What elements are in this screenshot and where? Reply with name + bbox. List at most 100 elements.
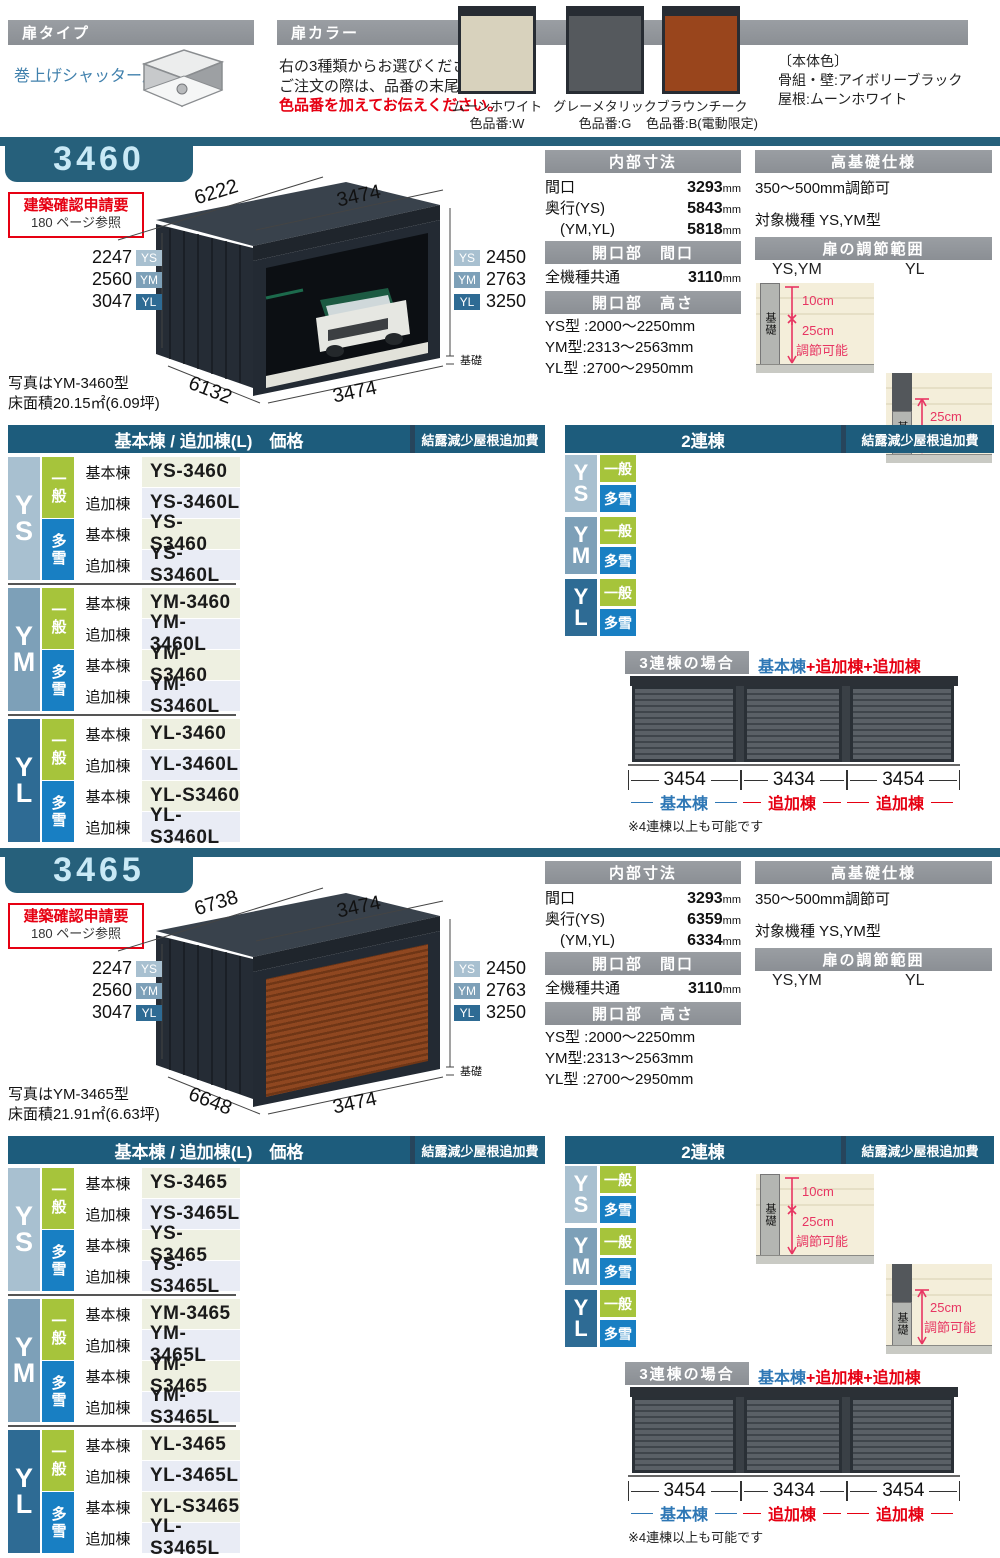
triplex-header: 3連棟の場合 [625, 651, 749, 674]
header-separator [841, 1136, 846, 1164]
unit-type-label: 追加棟 [76, 550, 140, 580]
dim-unit: mm [722, 204, 741, 216]
dim-label: 全機種共通 [545, 269, 621, 286]
dim-value: 5818 [687, 221, 723, 238]
swatch-moon-white [458, 6, 536, 94]
unit-type-label: 基本棟 [76, 650, 140, 680]
triplex-dim: 3454 [877, 769, 930, 791]
unit-type-label: 基本棟 [76, 588, 140, 618]
garage-diagram-3460: 6222 3474 6132 3474 2247 2560 3047 YS YM… [92, 175, 526, 406]
opening-width-header: 開口部 間口 [545, 241, 741, 264]
body-color-block: 〔本体色〕 骨組・壁:アイボリーブラック 屋根:ムーンホワイト [778, 52, 962, 109]
foundation-target: 対象機種 YS,YM型 [755, 212, 881, 229]
adjust-possible: 調節可能 [796, 343, 848, 358]
area-note: 床面積20.15㎡(6.09坪) [8, 395, 160, 412]
dim-label: (YM,YL) [545, 221, 616, 238]
dim-unit: mm [722, 894, 741, 906]
adjust-possible: 調節可能 [796, 1234, 848, 1249]
unit-type-label: 基本棟 [76, 1430, 140, 1460]
door-type-name: 巻上げシャッター扉 [14, 68, 159, 85]
inner-dims-header: 内部寸法 [545, 150, 741, 173]
badge-general: 一般 [600, 1290, 636, 1317]
price-table-header: 基本棟 / 追加棟(L) 価格 [8, 1136, 410, 1164]
unit-type-label: 追加棟 [76, 488, 140, 518]
model-number: YS-S3460L [142, 543, 240, 586]
model-number: YL-3465 [142, 1430, 240, 1460]
duplex-header: 2連棟 [565, 1136, 841, 1164]
duplex-table-3460: Y S 一般 多雪 Y M 一般 多雪 Y L 一般 多雪 [565, 455, 637, 641]
height-right-yl: 3250 [486, 291, 526, 311]
section-title-3465: 3465 [5, 848, 193, 893]
unit-type-label: 基本棟 [76, 1299, 140, 1329]
opening-height-ym: YM型:2313〜2563mm [545, 339, 694, 356]
dim-unit: mm [722, 915, 741, 927]
model-number: YS-3465L [142, 1199, 240, 1229]
unit-type-label: 追加棟 [76, 812, 140, 842]
badge-snow: 多雪 [600, 1196, 636, 1223]
duplex-group-yl: Y L 一般 多雪 [565, 579, 637, 636]
dim-value: 6359 [687, 911, 723, 928]
badge-snow: 多雪 [42, 519, 74, 580]
door-color-desc-2: ご注文の際は、品番の末尾に [279, 78, 475, 95]
adjust-label-ysym: YS,YM [772, 261, 822, 278]
dim-label: 間口 [545, 179, 576, 196]
dim-label: 奥行(YS) [545, 911, 606, 928]
door-type-header: 扉タイプ [8, 20, 254, 45]
inner-dim-row: 間口 3293mm [545, 176, 741, 197]
badge-general: 一般 [42, 457, 74, 518]
model-number: YS-S3465L [142, 1254, 240, 1297]
swatch-name: ムーンホワイト [451, 99, 543, 114]
garage-diagram-3465: 6738 3474 6648 3474 2247 2560 3047 YS YM… [92, 886, 526, 1117]
height-left-ym: 2560 [92, 269, 132, 289]
badge-snow: 多雪 [42, 1361, 74, 1422]
badge-snow: 多雪 [42, 650, 74, 711]
swatch-label-brown-teak: ブラウンチーク 色品番:B(電動限定) [617, 98, 787, 132]
badge-snow: 多雪 [42, 781, 74, 842]
height-left-ys: 2247 [92, 958, 132, 978]
door-adjust-range-header: 扉の調節範囲 [755, 237, 992, 260]
badge-snow: 多雪 [42, 1492, 74, 1553]
badge-snow: 多雪 [600, 485, 636, 512]
swatch-name: ブラウンチーク [656, 99, 748, 114]
swatch-code: 色品番:B(電動限定) [646, 116, 758, 131]
group-divider [8, 714, 236, 716]
dew-roof-fee-header: 結露減少屋根追加費 [846, 1136, 994, 1164]
swatch-gray-metallic [566, 6, 644, 94]
door-adjust-range-header: 扉の調節範囲 [755, 948, 992, 971]
adjust-10cm: 10cm [802, 1184, 834, 1199]
section-band [0, 137, 1000, 146]
adjust-figure-ysym: 基礎 10cm 25cm 調節可能 [756, 1174, 874, 1264]
model-number: YS-3465 [142, 1168, 240, 1198]
dim-unit: mm [722, 225, 741, 237]
price-group-ys: Y S 一般 多雪 基本棟 YS-3460 追加棟 YS-3460L 基本棟 YS-S3460 追加… [8, 457, 240, 586]
high-foundation-header: 高基礎仕様 [755, 150, 992, 173]
opening-height-ys: YS型 :2000〜2250mm [545, 318, 696, 335]
height-badge: YL [142, 295, 157, 309]
dim-unit: mm [722, 183, 741, 195]
triplex-label-base: 基本棟 [628, 1503, 740, 1524]
height-right-yl: 3250 [486, 1002, 526, 1022]
triplex-legend: 基本棟+追加棟+追加棟 [758, 1364, 921, 1388]
swatch-code: 色品番:W [469, 116, 525, 131]
unit-type-label: 基本棟 [76, 457, 140, 487]
duplex-header: 2連棟 [565, 425, 841, 453]
swatch-label-gray-metallic: グレーメタリック 色品番:G [531, 98, 679, 132]
group-divider [8, 583, 236, 585]
model-number: YL-S3465L [142, 1516, 240, 1558]
triplex-label-add: 追加棟 [844, 1503, 956, 1524]
adjust-figure-ysym: 基礎 10cm 25cm 調節可能 [756, 283, 874, 373]
dew-roof-fee-header: 結露減少屋根追加費 [846, 425, 994, 453]
foundation-pillar-label: 基礎 [896, 1312, 908, 1336]
badge-general: 一般 [42, 1430, 74, 1491]
adjust-25cm: 25cm [930, 409, 962, 424]
opening-width-header: 開口部 間口 [545, 952, 741, 975]
opening-height-yl: YL型 :2700〜2950mm [545, 1071, 694, 1088]
permit-page-ref: 180 ページ参照 [30, 215, 122, 230]
triplex-diagram: 3454 3434 3454 基本棟 追加棟 追加棟 ※4連棟以上も可能です [628, 676, 960, 835]
price-table-3460: Y S 一般 多雪 基本棟 YS-3460 追加棟 YS-3460L 基本棟 YS-S3460 追加… [8, 457, 240, 848]
adjust-label-yl: YL [905, 972, 925, 989]
